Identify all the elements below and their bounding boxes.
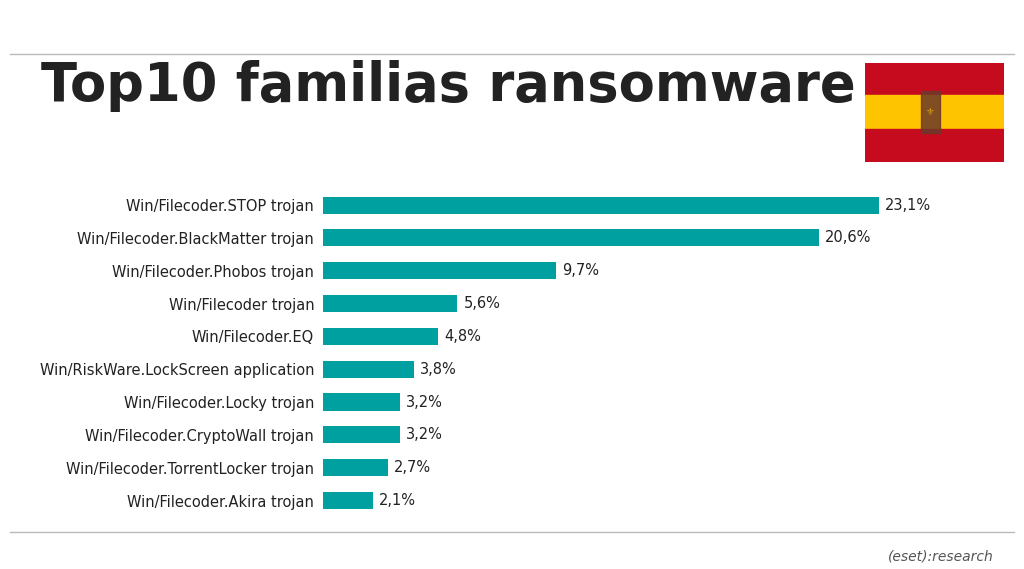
Bar <box>323 262 556 279</box>
Bar <box>323 295 458 312</box>
Text: 20,6%: 20,6% <box>824 230 871 245</box>
Bar <box>323 426 399 443</box>
Bar <box>921 92 940 133</box>
Bar <box>323 492 373 509</box>
Text: 3,2%: 3,2% <box>406 427 442 442</box>
Text: 4,8%: 4,8% <box>444 329 481 344</box>
Bar <box>323 394 399 411</box>
Bar <box>865 96 1004 129</box>
Text: (eset):research: (eset):research <box>888 549 993 563</box>
Bar <box>865 63 1004 96</box>
Bar <box>323 459 387 476</box>
Text: 5,6%: 5,6% <box>464 296 501 311</box>
Text: 3,8%: 3,8% <box>420 362 457 377</box>
Text: 9,7%: 9,7% <box>562 263 599 278</box>
Bar <box>323 361 414 378</box>
Text: 2,1%: 2,1% <box>379 493 416 508</box>
Bar <box>865 129 1004 162</box>
Bar <box>323 229 818 246</box>
Text: ⚜: ⚜ <box>926 108 935 117</box>
Text: 2,7%: 2,7% <box>393 460 431 475</box>
Text: 3,2%: 3,2% <box>406 394 442 410</box>
Bar <box>323 196 879 213</box>
Text: Top10 familias ransomware: Top10 familias ransomware <box>41 60 856 112</box>
Bar <box>323 328 438 345</box>
Text: ESET THREAT REPORT: ESET THREAT REPORT <box>16 27 127 36</box>
Text: 23,1%: 23,1% <box>885 197 931 213</box>
